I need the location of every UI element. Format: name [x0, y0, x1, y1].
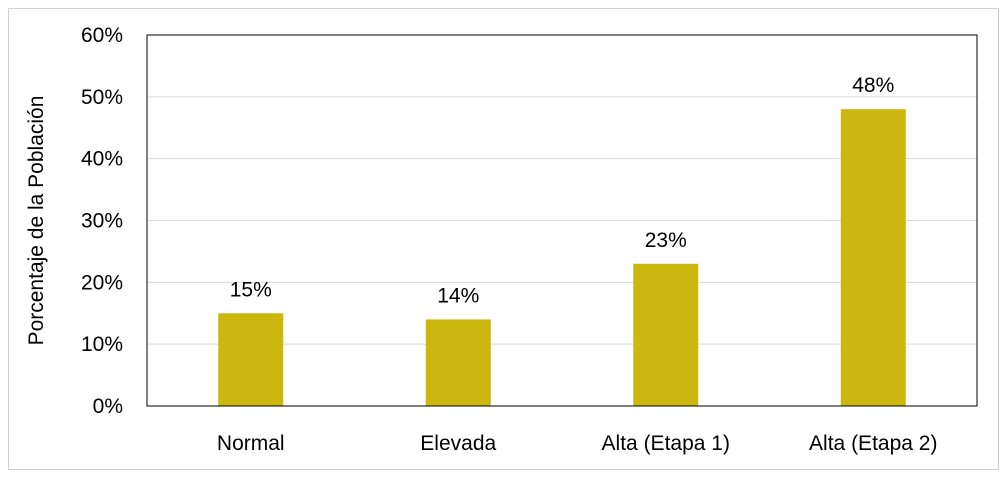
y-tick-label: 20%	[81, 271, 123, 294]
y-tick-label: 30%	[81, 210, 123, 233]
x-tick-labels: Normal Elevada Alta (Etapa 1) Alta (Etapa 2…	[217, 432, 938, 455]
bar	[425, 319, 491, 406]
data-labels: 15% 14% 23% 48%	[230, 74, 895, 307]
data-label: 14%	[437, 284, 479, 307]
chart-frame	[8, 8, 999, 470]
y-axis-label: Porcentaje de la Población	[25, 96, 48, 346]
y-tick-label: 10%	[81, 333, 123, 356]
bar	[633, 263, 699, 406]
y-tick-label: 50%	[81, 86, 123, 109]
y-tick-label: 60%	[81, 24, 123, 47]
bars	[218, 109, 906, 406]
data-label: 48%	[852, 74, 894, 97]
x-tick-label: Elevada	[420, 432, 496, 455]
x-tick-label: Normal	[217, 432, 285, 455]
x-tick-label: Alta (Etapa 2)	[809, 432, 937, 455]
y-tick-label: 40%	[81, 148, 123, 171]
y-tick-labels: 0% 10% 20% 30% 40% 50% 60%	[81, 24, 123, 418]
gridlines	[147, 96, 977, 345]
y-tick-label: 0%	[93, 395, 123, 418]
data-label: 15%	[230, 278, 272, 301]
bar	[218, 313, 284, 406]
bar	[840, 109, 906, 406]
x-tick-label: Alta (Etapa 1)	[602, 432, 730, 455]
plot-area-border	[146, 34, 978, 407]
data-label: 23%	[645, 229, 687, 252]
